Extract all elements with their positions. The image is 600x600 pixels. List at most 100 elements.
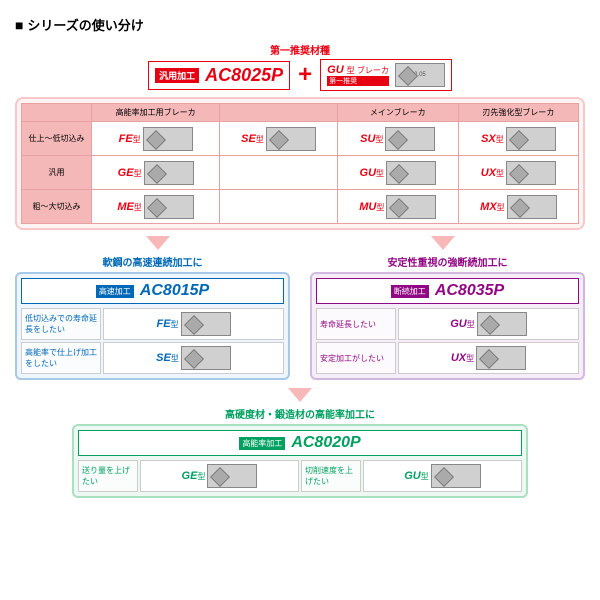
table-cell: SE型 <box>220 122 337 156</box>
panel-row-cell: FE型 <box>103 308 284 340</box>
panel-green-title: 高硬度材・鍛造材の高能率加工に <box>72 406 528 421</box>
table-header <box>22 104 92 122</box>
panel-row-cell: GE型 <box>140 460 299 492</box>
gu-sub: 第一推奨 <box>327 76 389 86</box>
breaker-cell: UX型 <box>461 161 576 185</box>
insert-diagram-icon <box>431 464 481 488</box>
panel-row-label: 寿命延長したい <box>316 308 396 340</box>
table-header <box>220 104 337 122</box>
top-label-material: 第一推奨材種 <box>270 42 330 57</box>
breaker-cell: SE型 <box>156 346 231 370</box>
insert-diagram-icon <box>144 161 194 185</box>
insert-diagram-icon <box>476 346 526 370</box>
table-header: 刃先強化型ブレーカ <box>458 104 578 122</box>
breaker-code: GE <box>118 167 134 179</box>
insert-diagram-icon <box>385 127 435 151</box>
table-cell: ME型 <box>92 190 220 224</box>
panel-row-cell: UX型 <box>398 342 579 374</box>
panel-row-cell: SE型 <box>103 342 284 374</box>
panel-row-cell: GU型 <box>363 460 522 492</box>
insert-diagram-icon <box>506 161 556 185</box>
panel-purple-title: 安定性重視の強断続加工に <box>310 254 585 269</box>
breaker-cell: FE型 <box>94 127 217 151</box>
table-header: メインブレーカ <box>337 104 458 122</box>
main-table: 高能率加工用ブレーカ メインブレーカ刃先強化型ブレーカ仕上～低切込み FE型 SE… <box>15 97 585 230</box>
breaker-cell: GE型 <box>182 464 258 488</box>
breaker-code: MX <box>480 201 497 213</box>
insert-diagram-icon: 2.05 <box>395 63 445 87</box>
table-cell <box>220 190 337 224</box>
hero-box-gu: GU 型 ブレーカ 第一推奨 2.05 <box>320 59 452 91</box>
insert-diagram-icon <box>181 346 231 370</box>
table-row-label: 仕上～低切込み <box>22 122 92 156</box>
table-cell: SX型 <box>458 122 578 156</box>
panel-row-label: 切削速度を上げたい <box>301 460 361 492</box>
breaker-code: GU <box>360 167 377 179</box>
arrow-down-icon <box>431 236 455 250</box>
plus-icon: + <box>298 61 312 89</box>
panel-row-label: 低切込みでの寿命延長をしたい <box>21 308 101 340</box>
panel-green-tag: 高能率加工 <box>239 437 285 450</box>
panel-row-label: 安定加工がしたい <box>316 342 396 374</box>
hero-box-main: 汎用加工 AC8025P <box>148 61 290 90</box>
breaker-code: GE <box>182 470 198 482</box>
breaker-cell: GU型 <box>340 161 456 185</box>
page-title: シリーズの使い分け <box>15 15 585 34</box>
table-cell: MX型 <box>458 190 578 224</box>
insert-diagram-icon <box>181 312 231 336</box>
insert-diagram-icon <box>143 127 193 151</box>
breaker-cell: UX型 <box>451 346 526 370</box>
breaker-cell: SU型 <box>340 127 456 151</box>
breaker-code: MU <box>359 201 376 213</box>
breaker-code: SE <box>156 352 171 364</box>
breaker-code: FE <box>119 133 133 145</box>
breaker-cell: ME型 <box>94 195 217 219</box>
breaker-cell: MU型 <box>340 195 456 219</box>
table-cell: UX型 <box>458 156 578 190</box>
insert-diagram-icon <box>266 127 316 151</box>
breaker-code: ME <box>117 201 134 213</box>
panel-purple: 安定性重視の強断続加工に 断続加工 AC8035P 寿命延長したい GU型 安定… <box>310 254 585 380</box>
table-row-label: 粗～大切込み <box>22 190 92 224</box>
gu-code: GU <box>327 64 344 76</box>
insert-diagram-icon <box>144 195 194 219</box>
breaker-code: UX <box>481 167 496 179</box>
insert-diagram-icon <box>506 127 556 151</box>
panel-blue: 軟鋼の高速連続加工に 高速加工 AC8015P 低切込みでの寿命延長をしたい F… <box>15 254 290 380</box>
breaker-code: SE <box>241 133 256 145</box>
panel-row-cell: GU型 <box>398 308 579 340</box>
main-diagram: 第一推奨材種 汎用加工 AC8025P + GU 型 ブレーカ 第一推奨 2.0… <box>15 42 585 498</box>
table-cell: MU型 <box>337 190 458 224</box>
table-header: 高能率加工用ブレーカ <box>92 104 220 122</box>
table-cell: SU型 <box>337 122 458 156</box>
panel-blue-title: 軟鋼の高速連続加工に <box>15 254 290 269</box>
gu-suffix: 型 ブレーカ <box>347 65 389 76</box>
panel-blue-name: AC8015P <box>140 282 209 300</box>
panel-blue-tag: 高速加工 <box>96 285 134 298</box>
panel-row-label: 高能率で仕上げ加工をしたい <box>21 342 101 374</box>
breaker-code: UX <box>451 352 466 364</box>
arrow-down-icon <box>288 388 312 402</box>
insert-diagram-icon <box>507 195 557 219</box>
table-row-label: 汎用 <box>22 156 92 190</box>
breaker-code: SU <box>360 133 375 145</box>
table-cell: GU型 <box>337 156 458 190</box>
hero-tag: 汎用加工 <box>155 68 199 83</box>
panel-green-name: AC8020P <box>291 434 360 452</box>
table-cell: FE型 <box>92 122 220 156</box>
breaker-cell: SX型 <box>461 127 576 151</box>
insert-diagram-icon <box>477 312 527 336</box>
breaker-cell: GE型 <box>94 161 217 185</box>
table-cell <box>220 156 337 190</box>
breaker-code: SX <box>481 133 496 145</box>
insert-diagram-icon <box>386 161 436 185</box>
insert-diagram-icon <box>386 195 436 219</box>
hero-name: AC8025P <box>205 65 283 86</box>
panel-green: 高能率加工 AC8020P 送り量を上げたい GE型 切削速度を上げたい GU型 <box>72 424 528 498</box>
breaker-cell: GU型 <box>450 312 527 336</box>
breaker-cell: MX型 <box>461 195 576 219</box>
hero-row: 汎用加工 AC8025P + GU 型 ブレーカ 第一推奨 2.05 <box>15 59 585 91</box>
breaker-code: GU <box>404 470 421 482</box>
breaker-cell: FE型 <box>156 312 230 336</box>
breaker-code: GU <box>450 318 467 330</box>
